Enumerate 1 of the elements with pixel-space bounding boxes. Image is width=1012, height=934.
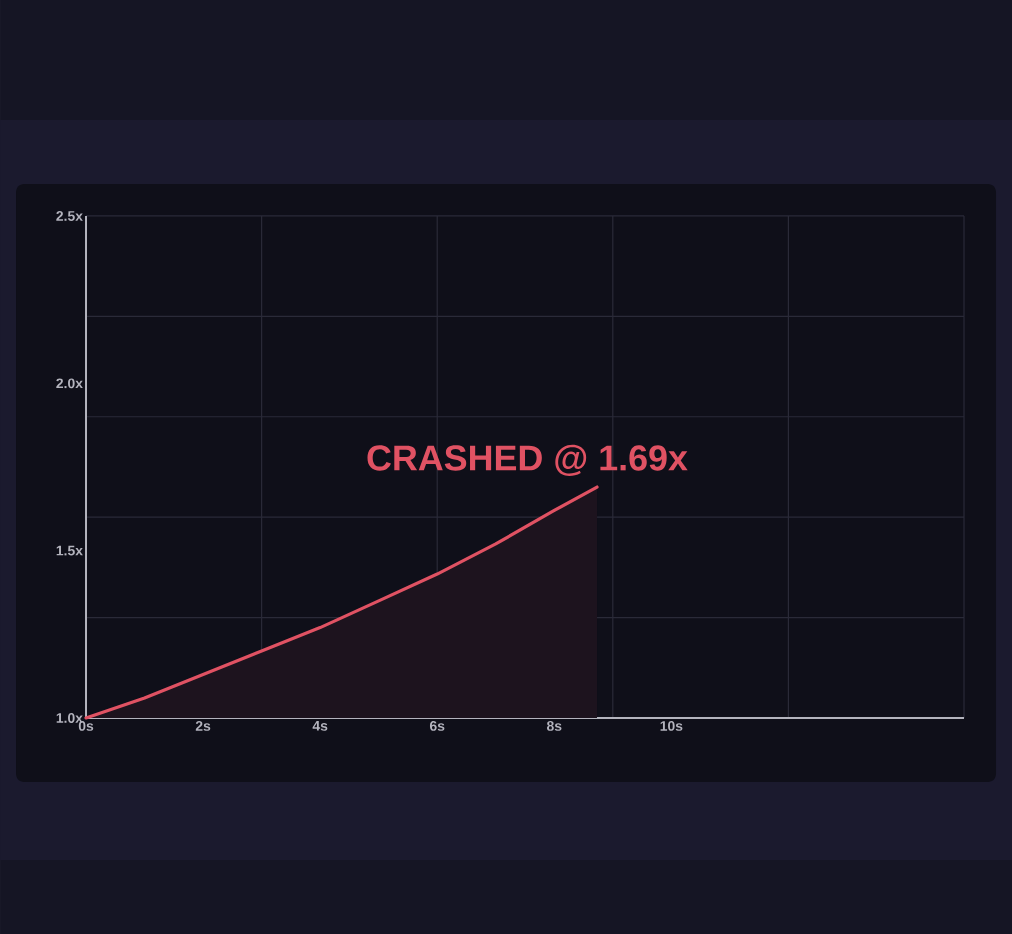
annotation: CRASHED @ 1.69x (367, 444, 688, 477)
